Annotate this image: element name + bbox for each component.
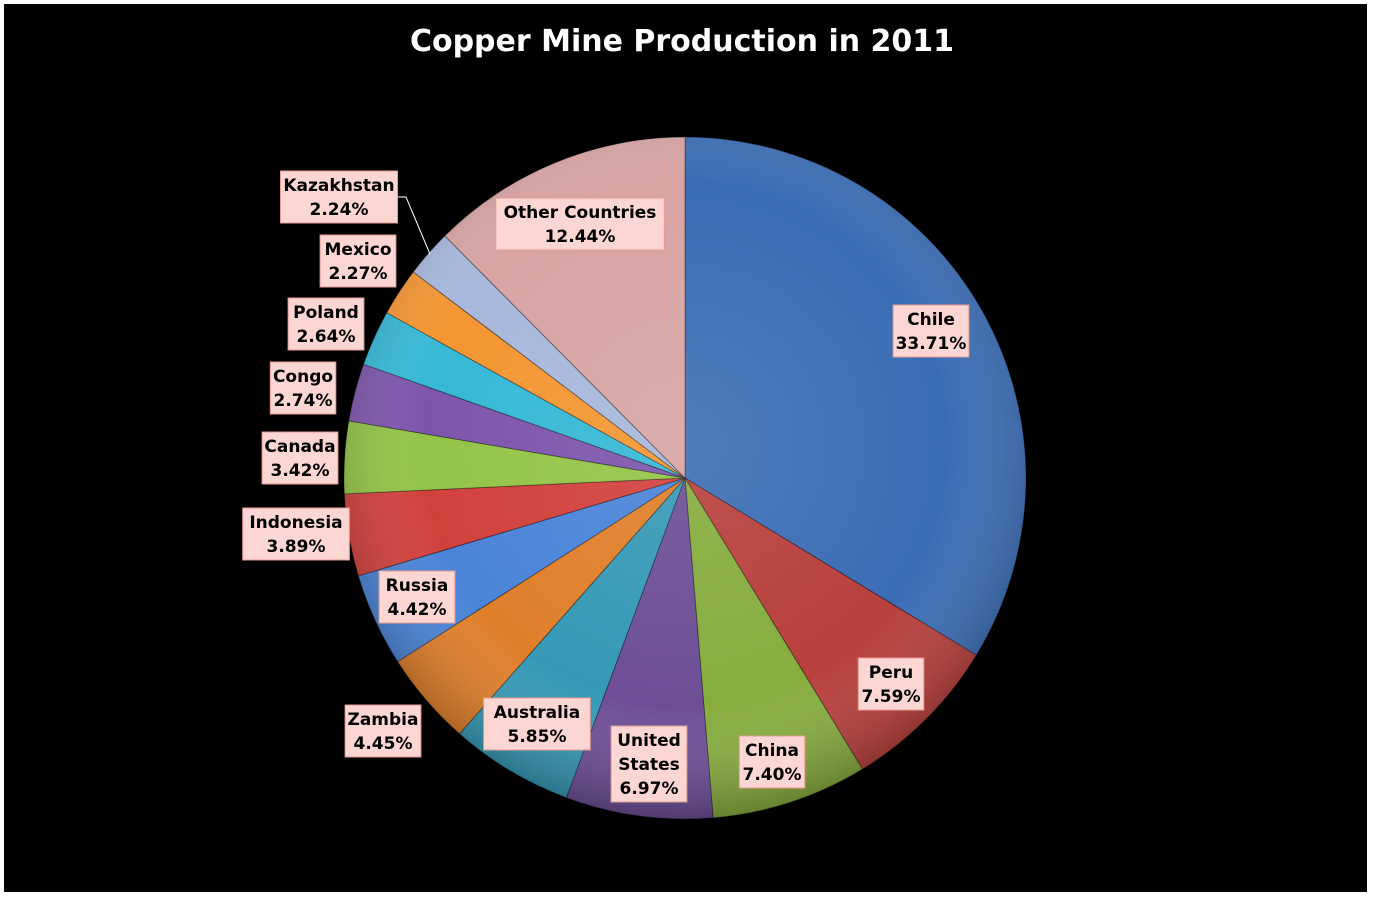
- label-name: Poland: [293, 303, 359, 323]
- label-name: Zambia: [348, 710, 419, 730]
- label-box: [269, 361, 337, 415]
- label-russia: Russia 4.42%: [378, 570, 456, 624]
- label-percent: 3.42%: [271, 461, 330, 481]
- label-percent: 7.40%: [743, 765, 802, 785]
- label-box: [319, 234, 397, 288]
- label-percent: 12.44%: [545, 227, 616, 247]
- label-name: China: [745, 741, 799, 761]
- label-percent: 7.59%: [862, 687, 921, 707]
- label-name: Mexico: [325, 240, 392, 260]
- label-box: [378, 570, 456, 624]
- label-other-countries: Other Countries 12.44%: [495, 197, 665, 251]
- label-percent: 2.64%: [297, 327, 356, 347]
- label-zambia: Zambia 4.45%: [344, 704, 422, 758]
- label-name: Chile: [907, 310, 955, 330]
- label-box: [857, 657, 925, 711]
- label-indonesia: Indonesia 3.89%: [242, 507, 350, 561]
- label-name: States: [618, 755, 680, 775]
- label-peru: Peru 7.59%: [857, 657, 925, 711]
- label-box: [495, 197, 665, 251]
- label-percent: 33.71%: [896, 334, 967, 354]
- label-box: [344, 704, 422, 758]
- label-percent: 2.74%: [274, 391, 333, 411]
- label-percent: 5.85%: [508, 727, 567, 747]
- label-percent: 3.89%: [267, 537, 326, 557]
- pie-slices: [343, 136, 1027, 820]
- label-china: China 7.40%: [738, 735, 806, 789]
- label-name: Australia: [494, 703, 581, 723]
- label-box: [280, 170, 398, 224]
- label-box: [261, 431, 339, 485]
- label-name: Indonesia: [249, 513, 342, 533]
- label-box: [610, 725, 688, 803]
- label-united-states: United States 6.97%: [610, 725, 688, 803]
- label-congo: Congo 2.74%: [269, 361, 337, 415]
- label-poland: Poland 2.64%: [287, 297, 365, 351]
- pie-chart: Copper Mine Production in 2011 Chile 33.7…: [242, 24, 1027, 820]
- chart-title: Copper Mine Production in 2011: [410, 24, 954, 59]
- label-mexico: Mexico 2.27%: [319, 234, 397, 288]
- label-canada: Canada 3.42%: [261, 431, 339, 485]
- label-percent: 2.27%: [329, 264, 388, 284]
- label-name: Other Countries: [504, 203, 657, 223]
- label-name: Congo: [273, 367, 333, 387]
- label-chile: Chile 33.71%: [892, 304, 970, 358]
- label-kazakhstan: Kazakhstan 2.24%: [280, 170, 398, 224]
- label-box: [738, 735, 806, 789]
- label-name: United: [617, 731, 681, 751]
- label-name: Canada: [264, 437, 335, 457]
- label-box: [892, 304, 970, 358]
- label-percent: 6.97%: [620, 779, 679, 799]
- label-australia: Australia 5.85%: [483, 697, 591, 751]
- label-box: [287, 297, 365, 351]
- slice-labels: Chile 33.71% Peru 7.59% China 7.40% United Stat…: [242, 170, 970, 803]
- label-box: [483, 697, 591, 751]
- label-name: Russia: [386, 576, 449, 596]
- label-name: Peru: [869, 663, 913, 683]
- label-box: [242, 507, 350, 561]
- label-percent: 2.24%: [310, 200, 369, 220]
- chart-frame: Copper Mine Production in 2011 Chile 33.7…: [4, 4, 1367, 892]
- label-percent: 4.42%: [388, 600, 447, 620]
- label-name: Kazakhstan: [283, 176, 394, 196]
- label-percent: 4.45%: [354, 734, 413, 754]
